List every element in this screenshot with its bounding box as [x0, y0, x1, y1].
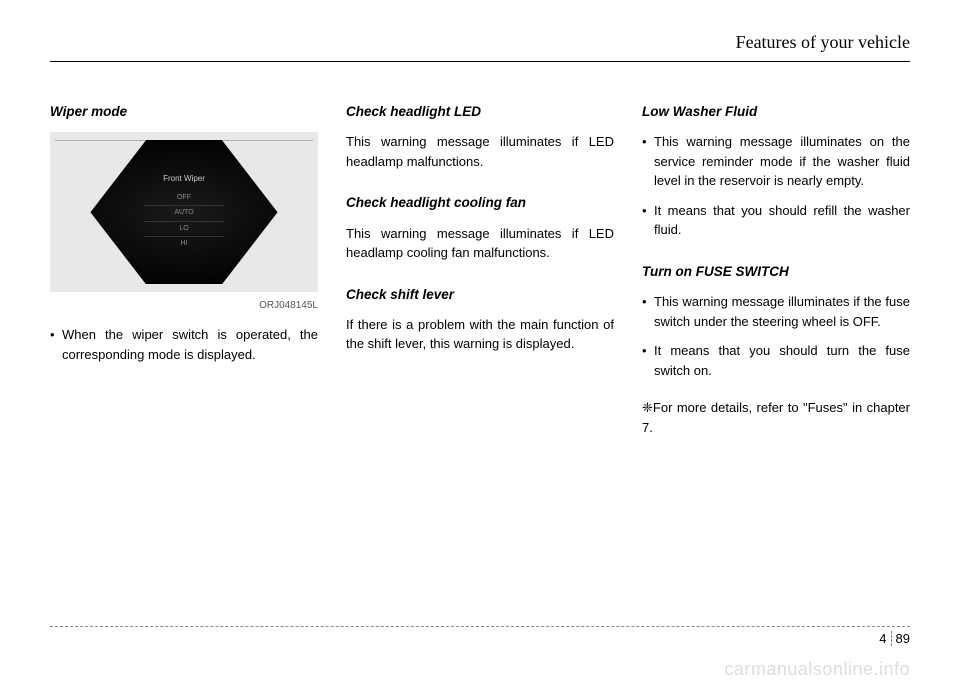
fuse-bullet-2-text: It means that you should turn the fuse s…: [654, 341, 910, 380]
page-number-value: 89: [896, 631, 910, 646]
check-shift-title: Check shift lever: [346, 285, 614, 305]
bullet-icon: •: [642, 341, 654, 380]
bullet-icon: •: [642, 292, 654, 331]
watermark: carmanualsonline.info: [724, 659, 910, 680]
wiper-bullet-1: • When the wiper switch is operated, the…: [50, 325, 318, 364]
fuse-bullet-1: • This warning message illuminates if th…: [642, 292, 910, 331]
low-washer-title: Low Washer Fluid: [642, 102, 910, 122]
bullet-icon: •: [642, 201, 654, 240]
wiper-figure: Front Wiper OFF AUTO LO HI: [50, 132, 318, 292]
footnote: ❈For more details, refer to "Fuses" in c…: [642, 398, 910, 437]
check-fan-title: Check headlight cooling fan: [346, 193, 614, 213]
washer-bullet-2: • It means that you should refill the wa…: [642, 201, 910, 240]
bullet-icon: •: [642, 132, 654, 191]
mode-hi: HI: [144, 237, 225, 252]
column-3: Low Washer Fluid • This warning message …: [642, 102, 910, 437]
page-footer: 4 89: [50, 626, 910, 646]
column-2: Check headlight LED This warning message…: [346, 102, 614, 437]
content-columns: Wiper mode Front Wiper OFF AUTO LO HI OR…: [50, 102, 910, 437]
mode-off: OFF: [144, 191, 225, 207]
wiper-bullet-1-text: When the wiper switch is operated, the c…: [62, 325, 318, 364]
section-number: 4: [879, 631, 891, 646]
check-shift-text: If there is a problem with the main func…: [346, 315, 614, 354]
check-led-text: This warning message illuminates if LED …: [346, 132, 614, 171]
check-led-title: Check headlight LED: [346, 102, 614, 122]
page-header: Features of your vehicle: [50, 32, 910, 62]
column-1: Wiper mode Front Wiper OFF AUTO LO HI OR…: [50, 102, 318, 437]
mode-lo: LO: [144, 222, 225, 238]
fuse-bullet-1-text: This warning message illuminates if the …: [654, 292, 910, 331]
washer-bullet-2-text: It means that you should refill the wash…: [654, 201, 910, 240]
cluster-label: Front Wiper: [102, 173, 267, 185]
washer-bullet-1: • This warning message illuminates on th…: [642, 132, 910, 191]
fuse-bullet-2: • It means that you should turn the fuse…: [642, 341, 910, 380]
header-title: Features of your vehicle: [736, 32, 910, 52]
page-number: 4 89: [879, 631, 910, 646]
wiper-mode-title: Wiper mode: [50, 102, 318, 122]
check-fan-text: This warning message illuminates if LED …: [346, 224, 614, 263]
figure-code: ORJ048145L: [50, 298, 318, 313]
bullet-icon: •: [50, 325, 62, 364]
washer-bullet-1-text: This warning message illuminates on the …: [654, 132, 910, 191]
mode-auto: AUTO: [144, 206, 225, 222]
fuse-switch-title: Turn on FUSE SWITCH: [642, 262, 910, 282]
cluster-display: Front Wiper OFF AUTO LO HI: [55, 140, 312, 284]
cluster-inner: Front Wiper OFF AUTO LO HI: [102, 173, 267, 252]
